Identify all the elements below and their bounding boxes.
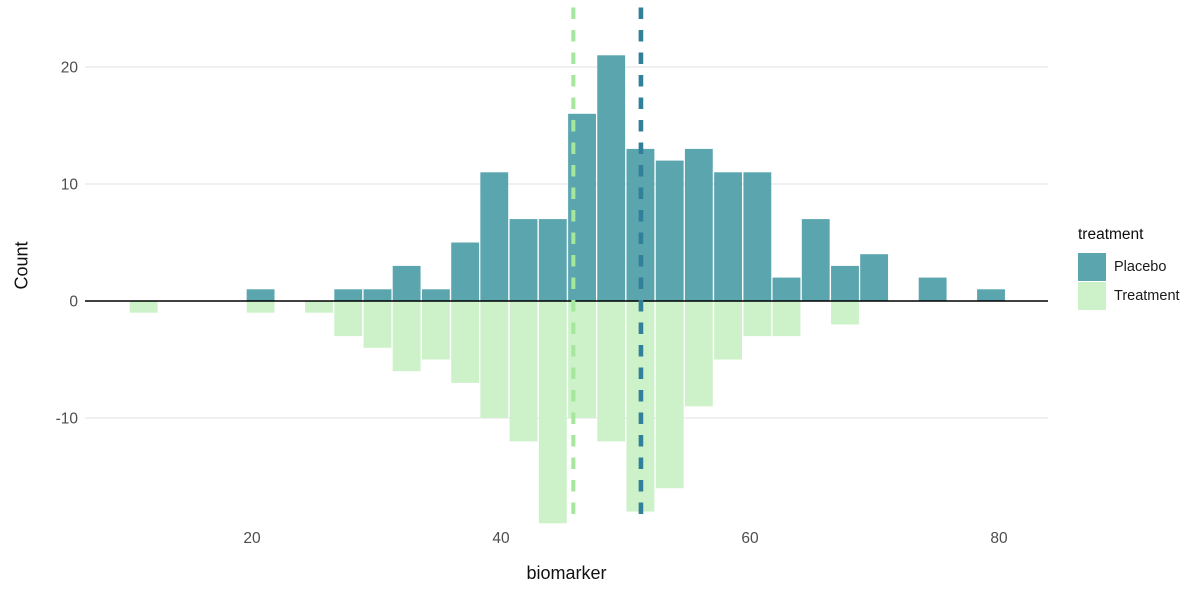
y-axis-title-text: Count — [11, 240, 32, 290]
x-axis-title: biomarker — [526, 563, 607, 583]
placebo-bar — [801, 219, 830, 301]
placebo-bar — [421, 289, 450, 301]
legend-item-treatment: Treatment — [1078, 282, 1180, 310]
treatment-bar — [538, 301, 567, 524]
legend-label-treatment: Treatment — [1114, 288, 1180, 304]
y-tick-label: 0 — [69, 294, 78, 311]
legend-label-placebo: Placebo — [1114, 259, 1167, 275]
treatment-bar — [421, 301, 450, 360]
placebo-bar — [538, 219, 567, 301]
treatment-bar — [480, 301, 509, 418]
treatment-bar — [363, 301, 392, 348]
x-tick-label: 40 — [492, 530, 510, 547]
treatment-bar — [392, 301, 421, 372]
x-tick-label: 60 — [741, 530, 759, 547]
y-axis-title: Count — [2, 232, 42, 298]
placebo-bar — [451, 242, 480, 301]
treatment-bar — [305, 301, 333, 313]
legend: treatment Placebo Treatment — [1078, 226, 1180, 311]
placebo-bar — [860, 254, 889, 301]
legend-title: treatment — [1078, 226, 1144, 243]
treatment-bar — [772, 301, 801, 337]
placebo-bar — [392, 265, 421, 301]
placebo-bar — [655, 160, 684, 301]
treatment-bar — [684, 301, 713, 407]
placebo-bar — [597, 55, 626, 301]
placebo-bar — [480, 172, 509, 301]
placebo-bar — [568, 113, 596, 301]
y-tick-label: 20 — [61, 60, 79, 77]
treatment-bar — [509, 301, 538, 442]
placebo-bar — [714, 172, 743, 301]
placebo-bar — [334, 289, 363, 301]
placebo-bar — [977, 289, 1005, 301]
placebo-bar — [743, 172, 772, 301]
treatment-bar — [246, 301, 275, 313]
treatment-bar — [334, 301, 363, 337]
treatment-bar — [831, 301, 859, 325]
treatment-bar — [451, 301, 480, 383]
x-tick-label: 20 — [243, 530, 261, 547]
treatment-bar — [714, 301, 743, 360]
placebo-bar — [509, 219, 538, 301]
placebo-bar — [918, 277, 947, 301]
legend-swatch-placebo-icon — [1078, 253, 1106, 281]
placebo-bar — [831, 265, 859, 301]
y-tick-label: 10 — [61, 177, 79, 194]
placebo-bar — [363, 289, 392, 301]
treatment-bar — [743, 301, 772, 337]
treatment-bar — [129, 301, 158, 313]
treatment-bar — [597, 301, 626, 442]
legend-swatch-treatment-icon — [1078, 282, 1106, 310]
treatment-bar — [626, 301, 655, 512]
placebo-bar — [246, 289, 275, 301]
treatment-bar — [655, 301, 684, 489]
placebo-bar — [772, 277, 801, 301]
x-tick-label: 80 — [990, 530, 1008, 547]
legend-item-placebo: Placebo — [1078, 253, 1180, 281]
placebo-bar — [684, 148, 713, 301]
y-tick-label: -10 — [56, 411, 79, 428]
